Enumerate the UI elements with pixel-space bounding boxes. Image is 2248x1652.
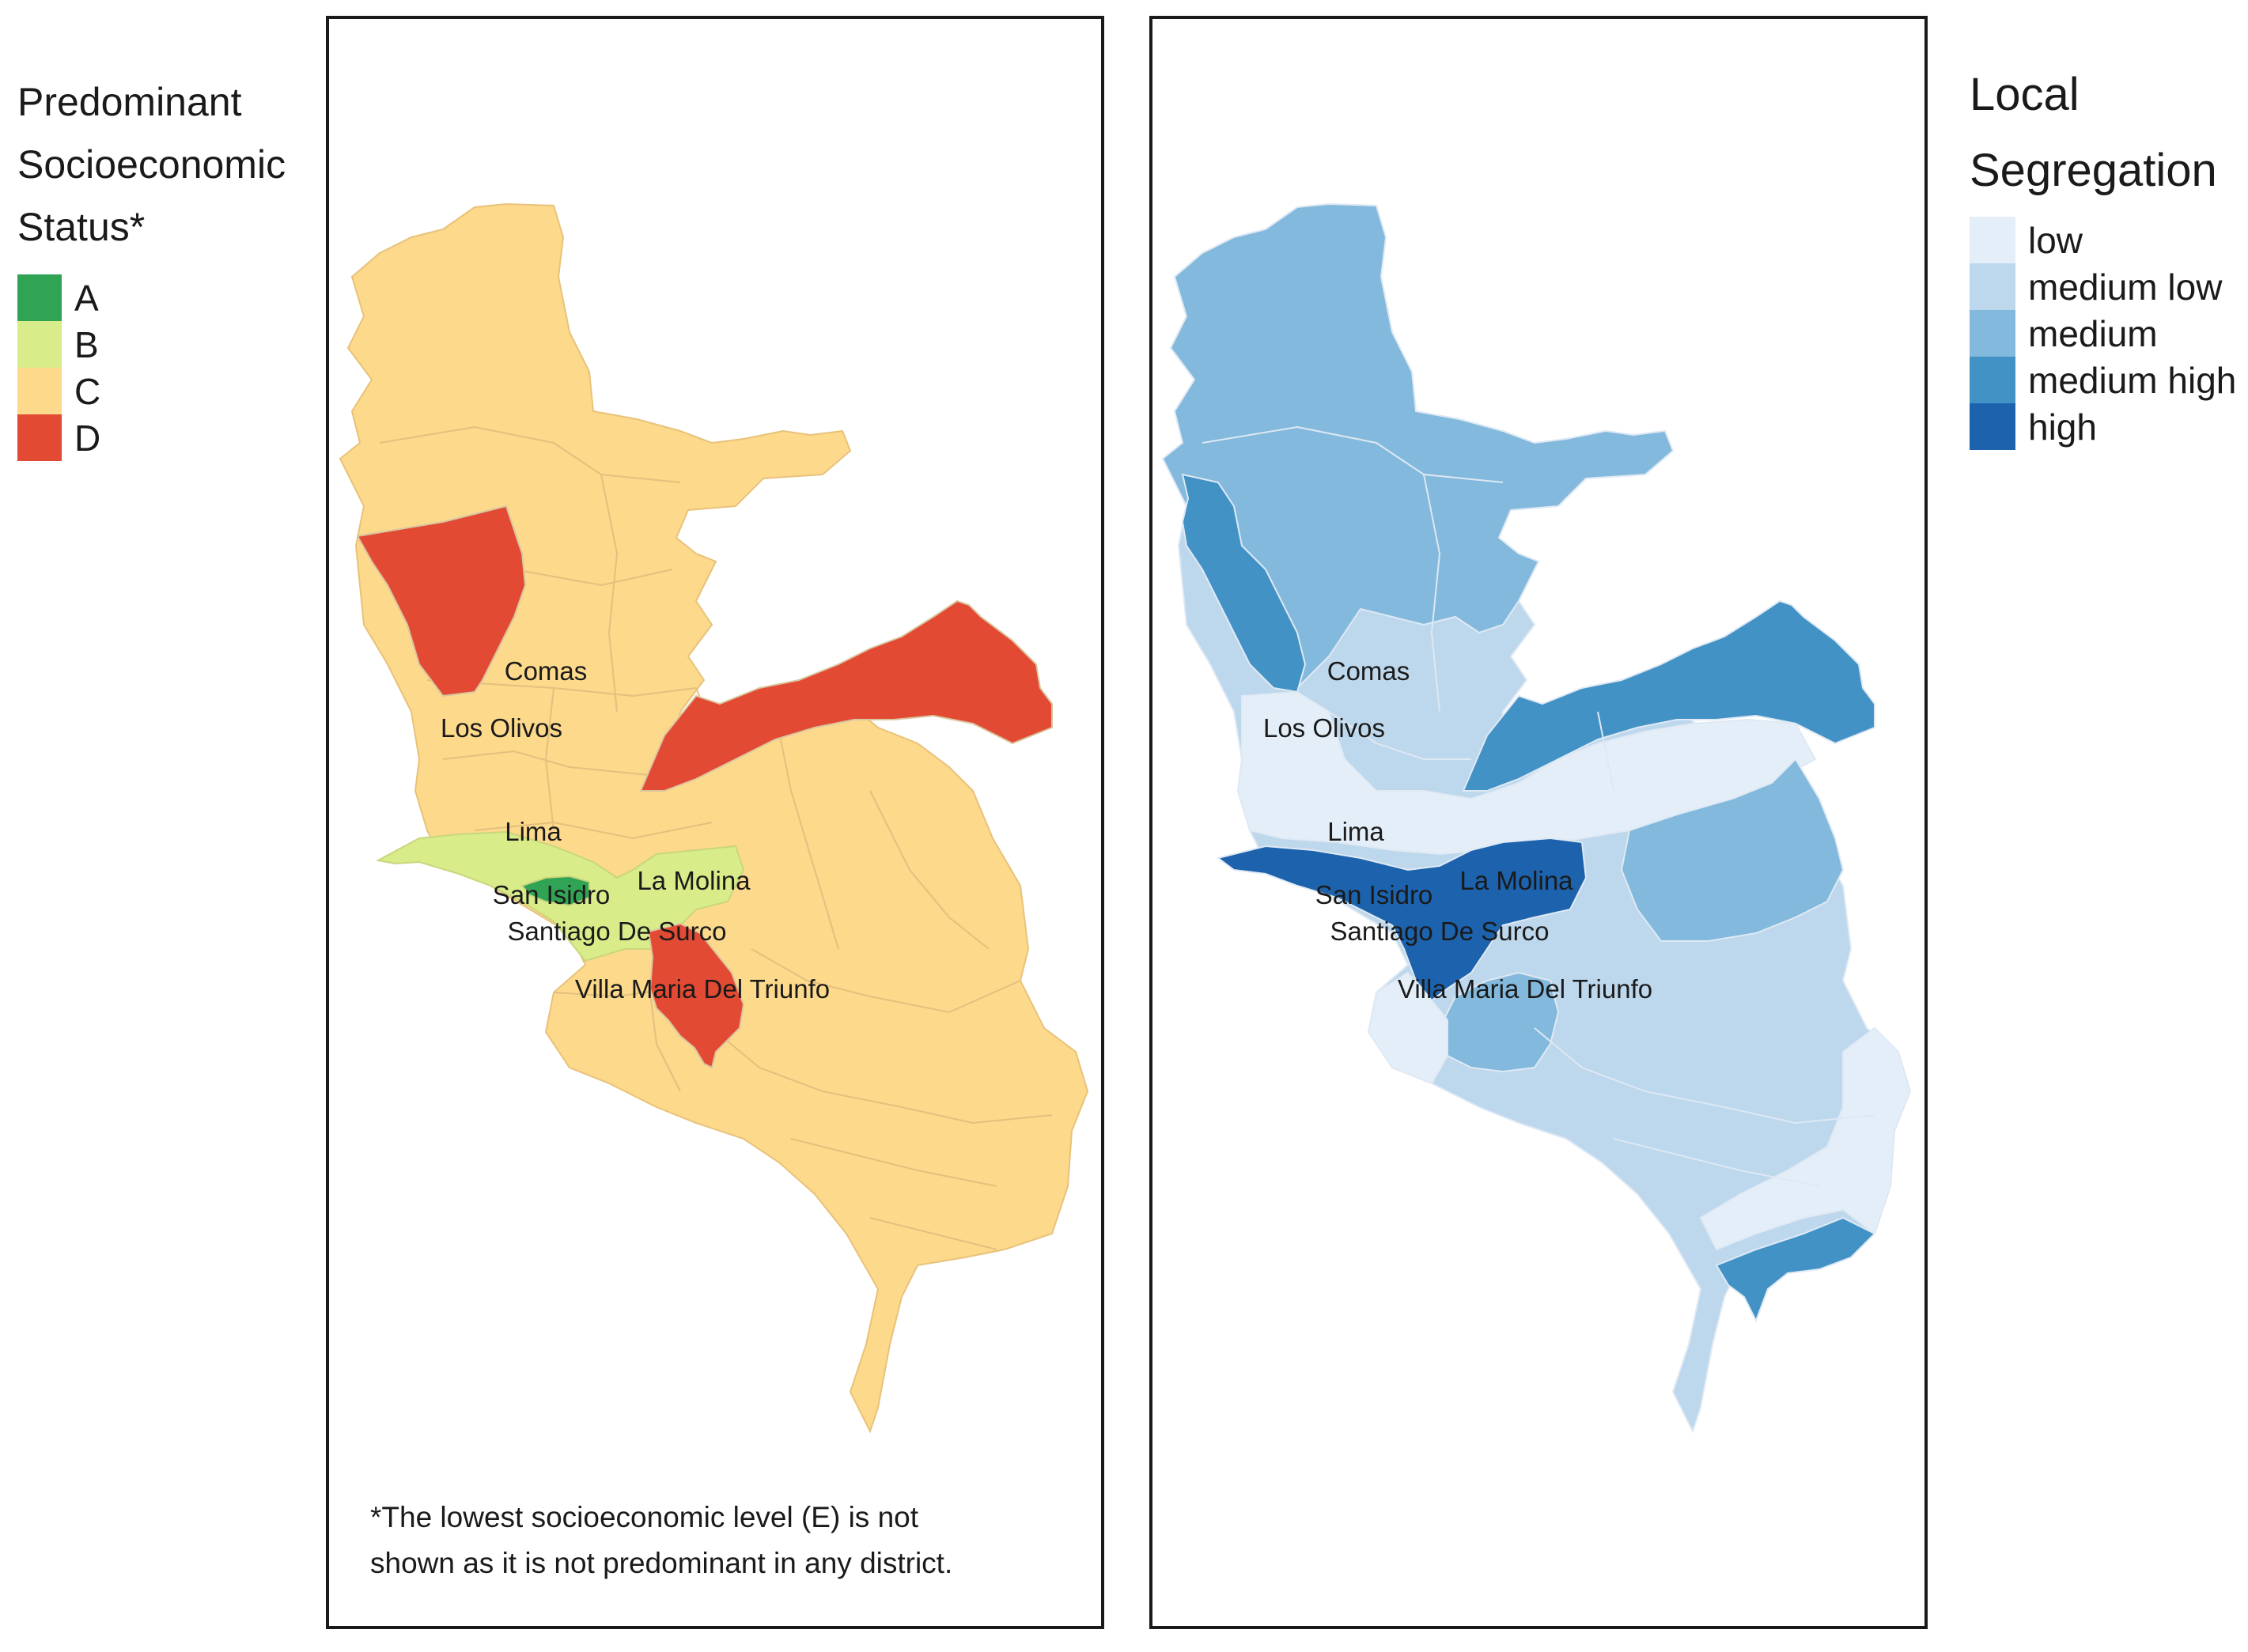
seg-medium-high-region-northwest	[1181, 473, 1307, 694]
ses-swatch-c	[17, 368, 62, 414]
segregation-legend-label: low	[2028, 219, 2083, 261]
segregation-legend-item: high	[1970, 403, 2236, 450]
segregation-legend-item: medium	[1970, 310, 2236, 357]
ses-label-la-molina: La Molina	[637, 866, 751, 895]
seg-high-region	[1216, 837, 1588, 1002]
ses-swatch-b	[17, 321, 62, 368]
segregation-legend-label: high	[2028, 406, 2097, 448]
ses-legend-item: B	[17, 321, 286, 368]
segregation-legend-label: medium	[2028, 312, 2158, 354]
seg-label-lima: Lima	[1327, 817, 1384, 846]
seg-swatch-high	[1970, 403, 2015, 450]
footnote: *The lowest socioeconomic level (E) is n…	[370, 1501, 953, 1579]
segregation-legend-label: medium low	[2028, 266, 2223, 308]
seg-swatch-medium-low	[1970, 263, 2015, 310]
ses-label-santiago-de-surco: Santiago De Surco	[507, 917, 726, 946]
seg-medium-region-north	[1161, 202, 1675, 690]
ses-d-region-northwest	[356, 505, 527, 697]
segregation-legend-items: low medium low medium medium high high	[1970, 217, 2236, 450]
seg-label-comas: Comas	[1327, 656, 1410, 686]
ses-district-borders	[379, 425, 1053, 1250]
ses-swatch-a	[17, 274, 62, 321]
ses-map: Comas Los Olivos Lima La Molina San Isid…	[339, 202, 1089, 1434]
seg-label-la-molina: La Molina	[1459, 866, 1573, 895]
segregation-legend: Local Segregation low medium low medium …	[1970, 57, 2236, 450]
ses-legend-item: C	[17, 368, 286, 414]
segregation-legend-item: medium low	[1970, 263, 2236, 310]
ses-swatch-d	[17, 414, 62, 461]
seg-medium-high-region-south	[1715, 1216, 1876, 1323]
ses-d-region-east	[639, 599, 1053, 792]
seg-swatch-medium-high	[1970, 357, 2015, 403]
ses-legend-label: B	[74, 323, 99, 365]
ses-legend-label: A	[74, 277, 99, 319]
segregation-legend-label: medium high	[2028, 359, 2237, 401]
seg-label-santiago-de-surco: Santiago De Surco	[1330, 917, 1549, 946]
seg-label-villa-maria-del-triunfo: Villa Maria Del Triunfo	[1398, 974, 1652, 1004]
seg-swatch-low	[1970, 217, 2015, 263]
seg-label-san-isidro: San Isidro	[1315, 880, 1433, 909]
ses-label-los-olivos: Los Olivos	[441, 713, 562, 743]
segregation-map: Comas Los Olivos Lima La Molina San Isid…	[1161, 202, 1912, 1434]
ses-label-san-isidro: San Isidro	[493, 880, 611, 909]
ses-legend-item: D	[17, 414, 286, 461]
ses-label-villa-maria-del-triunfo: Villa Maria Del Triunfo	[575, 974, 830, 1004]
seg-low-region-southeast	[1699, 1026, 1912, 1251]
segregation-legend-item: medium high	[1970, 357, 2236, 403]
ses-legend-items: A B C D	[17, 274, 286, 461]
seg-medium-high-region-east	[1462, 599, 1875, 792]
seg-swatch-medium	[1970, 310, 2015, 357]
seg-low-region-southwest	[1367, 971, 1448, 1085]
segregation-map-frame	[1149, 16, 1928, 1629]
seg-medium-region-east	[1620, 758, 1845, 942]
segregation-legend-item: low	[1970, 217, 2236, 263]
ses-legend-label: C	[74, 370, 101, 412]
ses-map-frame	[326, 16, 1104, 1629]
ses-label-comas: Comas	[505, 656, 588, 686]
segregation-legend-title: Local Segregation	[1970, 69, 2217, 196]
ses-legend-item: A	[17, 274, 286, 321]
seg-district-borders	[1202, 425, 1875, 1187]
ses-d-region-south	[647, 922, 745, 1069]
ses-legend: Predominant Socioeconomic Status* A B C …	[17, 71, 286, 461]
ses-legend-label: D	[74, 417, 101, 459]
ses-a-region	[520, 875, 590, 907]
ses-label-lima: Lima	[505, 817, 562, 846]
seg-label-los-olivos: Los Olivos	[1263, 713, 1385, 743]
ses-base-region	[339, 202, 1089, 1434]
ses-legend-title: Predominant Socioeconomic Status*	[17, 80, 286, 249]
